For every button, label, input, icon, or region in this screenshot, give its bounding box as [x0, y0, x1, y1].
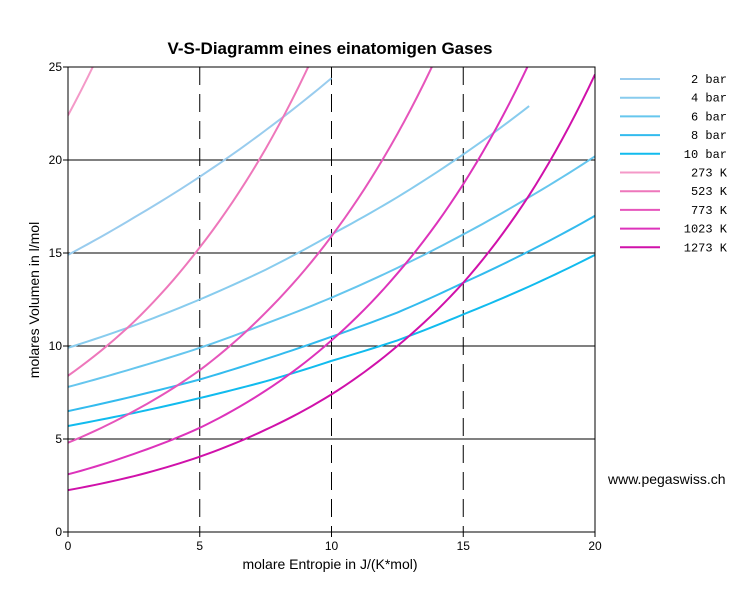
y-tick-label: 15	[49, 246, 63, 260]
x-axis-label: molare Entropie in J/(K*mol)	[242, 556, 417, 572]
legend-label: 273 K	[691, 167, 728, 181]
x-tick-label: 5	[196, 539, 203, 553]
series-line-5	[68, 67, 94, 116]
y-tick-label: 5	[55, 432, 62, 446]
x-tick-label: 0	[65, 539, 72, 553]
credit-text: www.pegaswiss.ch	[607, 471, 726, 487]
y-tick-label: 0	[55, 525, 62, 539]
plot-area: 0 5 10 15 20 0 5 10 15 20 25	[49, 60, 602, 553]
legend-label: 4 bar	[691, 92, 727, 106]
series-group	[68, 67, 595, 492]
y-tick-label: 20	[49, 153, 63, 167]
x-tick-label: 15	[457, 539, 471, 553]
legend-label: 523 K	[691, 185, 728, 199]
legend-label: 2 bar	[691, 73, 727, 87]
legend: 2 bar 4 bar 6 bar 8 bar 10 bar 273 K 523 K 773 …	[620, 73, 728, 255]
legend-label: 6 bar	[691, 110, 727, 124]
series-line-1	[68, 105, 530, 349]
y-tick-label: 25	[49, 60, 63, 74]
legend-label: 1023 K	[684, 223, 728, 237]
x-tick-label: 20	[588, 539, 602, 553]
legend-label: 773 K	[691, 204, 728, 218]
y-tick-label: 10	[49, 339, 63, 353]
y-axis-label: molares Volumen in l/mol	[26, 222, 42, 378]
legend-label: 1273 K	[684, 241, 728, 255]
legend-label: 8 bar	[691, 129, 727, 143]
series-line-8	[68, 67, 529, 476]
x-tick-label: 10	[325, 539, 339, 553]
legend-label: 10 bar	[684, 148, 727, 162]
chart-title: V-S-Diagramm eines einatomigen Gases	[167, 39, 492, 58]
